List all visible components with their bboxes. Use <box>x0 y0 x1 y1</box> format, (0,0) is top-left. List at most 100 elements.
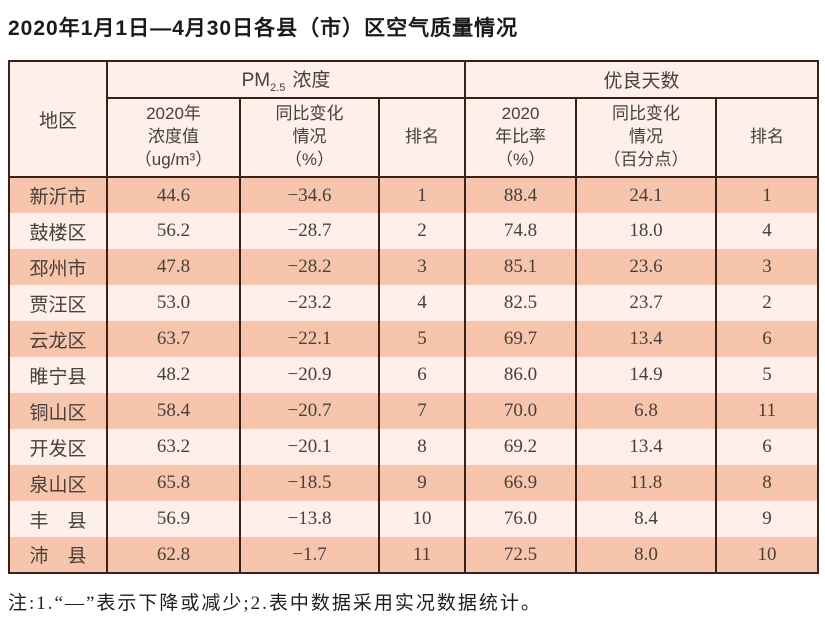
rate-cell: 76.0 <box>464 501 578 537</box>
header-pm-change: 同比变化 情况 （%） <box>239 98 380 178</box>
table-row: 邳州市 47.8 −28.2 3 85.1 23.6 3 <box>8 249 820 285</box>
rate-cell: 69.7 <box>464 321 578 357</box>
table-row: 沛 县 62.8 −1.7 11 72.5 8.0 10 <box>8 537 820 573</box>
pm-rank-cell: 10 <box>377 501 467 537</box>
header-good-rate: 2020 年比率 （%） <box>464 98 578 178</box>
table-row: 泉山区 65.8 −18.5 9 66.9 11.8 8 <box>8 465 820 501</box>
rate-change-cell: 6.8 <box>575 393 718 429</box>
region-cell: 铜山区 <box>8 393 108 429</box>
table-row: 丰 县 56.9 −13.8 10 76.0 8.4 9 <box>8 501 820 537</box>
pm-rank-cell: 9 <box>377 465 467 501</box>
pm-value-cell: 62.8 <box>106 537 241 573</box>
table-row: 铜山区 58.4 −20.7 7 70.0 6.8 11 <box>8 393 820 429</box>
rate-rank-cell: 6 <box>715 429 820 465</box>
region-cell: 睢宁县 <box>8 357 108 393</box>
header-good-rank: 排名 <box>715 98 820 178</box>
rate-cell: 85.1 <box>464 249 578 285</box>
page-title: 2020年1月1日—4月30日各县（市）区空气质量情况 <box>8 17 519 40</box>
rate-rank-cell: 11 <box>715 393 820 429</box>
rate-cell: 66.9 <box>464 465 578 501</box>
header-good-change: 同比变化 情况 （百分点） <box>575 98 718 178</box>
air-quality-table: 地区 PM2.5 浓度 优良天数 2020年 浓度值 （ug/m³） 同比变化 情… <box>8 60 820 574</box>
region-cell: 鼓楼区 <box>8 213 108 249</box>
rate-cell: 70.0 <box>464 393 578 429</box>
region-cell: 新沂市 <box>8 177 108 213</box>
rate-cell: 86.0 <box>464 357 578 393</box>
region-cell: 丰 县 <box>8 501 108 537</box>
pm-rank-cell: 11 <box>377 537 467 573</box>
rate-change-cell: 23.7 <box>575 285 718 321</box>
rate-change-cell: 24.1 <box>575 177 718 213</box>
rate-rank-cell: 6 <box>715 321 820 357</box>
region-cell: 邳州市 <box>8 249 108 285</box>
rate-change-cell: 11.8 <box>575 465 718 501</box>
pm-change-cell: −20.1 <box>239 429 380 465</box>
header-good-days-group: 优良天数 <box>464 61 820 99</box>
pm-change-cell: −28.2 <box>239 249 380 285</box>
table-row: 云龙区 63.7 −22.1 5 69.7 13.4 6 <box>8 321 820 357</box>
pm-group-suffix: 浓度 <box>292 70 331 92</box>
pm-value-cell: 56.2 <box>106 213 241 249</box>
region-cell: 开发区 <box>8 429 108 465</box>
rate-rank-cell: 10 <box>715 537 820 573</box>
table-row: 新沂市 44.6 −34.6 1 88.4 24.1 1 <box>8 177 820 213</box>
region-cell: 贾汪区 <box>8 285 108 321</box>
rate-cell: 69.2 <box>464 429 578 465</box>
rate-change-cell: 18.0 <box>575 213 718 249</box>
rate-rank-cell: 1 <box>715 177 820 213</box>
pm-value-cell: 48.2 <box>106 357 241 393</box>
rate-rank-cell: 5 <box>715 357 820 393</box>
region-cell: 泉山区 <box>8 465 108 501</box>
rate-change-cell: 8.0 <box>575 537 718 573</box>
rate-cell: 74.8 <box>464 213 578 249</box>
region-cell: 沛 县 <box>8 537 108 573</box>
pm-group-prefix: PM <box>241 70 271 92</box>
pm-change-cell: −34.6 <box>239 177 380 213</box>
rate-rank-cell: 3 <box>715 249 820 285</box>
table-row: 开发区 63.2 −20.1 8 69.2 13.4 6 <box>8 429 820 465</box>
rate-cell: 88.4 <box>464 177 578 213</box>
header-pm-group: PM2.5 浓度 <box>105 61 467 99</box>
group-header-row: 地区 PM2.5 浓度 优良天数 <box>8 61 820 178</box>
pm-value-cell: 63.7 <box>106 321 241 357</box>
pm-group-subscript: 2.5 <box>270 81 286 94</box>
pm-change-cell: −22.1 <box>239 321 380 357</box>
rate-change-cell: 13.4 <box>575 321 718 357</box>
pm-change-cell: −20.9 <box>239 357 380 393</box>
header-region: 地区 <box>8 61 108 178</box>
table-body: 新沂市 44.6 −34.6 1 88.4 24.1 1 鼓楼区 56.2 −2… <box>8 177 820 573</box>
pm-rank-cell: 2 <box>377 213 467 249</box>
pm-rank-cell: 6 <box>377 357 467 393</box>
pm-value-cell: 47.8 <box>106 249 241 285</box>
pm-value-cell: 53.0 <box>106 285 241 321</box>
header-pm-value: 2020年 浓度值 （ug/m³） <box>106 98 241 178</box>
rate-rank-cell: 4 <box>715 213 820 249</box>
rate-change-cell: 14.9 <box>575 357 718 393</box>
pm-change-cell: −20.7 <box>239 393 380 429</box>
pm-change-cell: −28.7 <box>239 213 380 249</box>
sub-header-row: 2020年 浓度值 （ug/m³） 同比变化 情况 （%） 排名 2020 年比… <box>9 98 820 178</box>
table-row: 鼓楼区 56.2 −28.7 2 74.8 18.0 4 <box>8 213 820 249</box>
pm-change-cell: −18.5 <box>239 465 380 501</box>
pm-value-cell: 58.4 <box>106 393 241 429</box>
rate-rank-cell: 2 <box>715 285 820 321</box>
pm-change-cell: −23.2 <box>239 285 380 321</box>
pm-rank-cell: 7 <box>377 393 467 429</box>
table-row: 睢宁县 48.2 −20.9 6 86.0 14.9 5 <box>8 357 820 393</box>
header-pm-rank: 排名 <box>377 98 467 178</box>
rate-cell: 72.5 <box>464 537 578 573</box>
pm-value-cell: 65.8 <box>106 465 241 501</box>
rate-change-cell: 23.6 <box>575 249 718 285</box>
rate-change-cell: 8.4 <box>575 501 718 537</box>
pm-value-cell: 44.6 <box>106 177 241 213</box>
rate-change-cell: 13.4 <box>575 429 718 465</box>
pm-rank-cell: 3 <box>377 249 467 285</box>
region-cell: 云龙区 <box>8 321 108 357</box>
pm-value-cell: 63.2 <box>106 429 241 465</box>
pm-change-cell: −13.8 <box>239 501 380 537</box>
pm-rank-cell: 5 <box>377 321 467 357</box>
pm-value-cell: 56.9 <box>106 501 241 537</box>
footnote: 注:1.“—”表示下降或减少;2.表中数据采用实况数据统计。 <box>8 593 542 614</box>
rate-rank-cell: 8 <box>715 465 820 501</box>
